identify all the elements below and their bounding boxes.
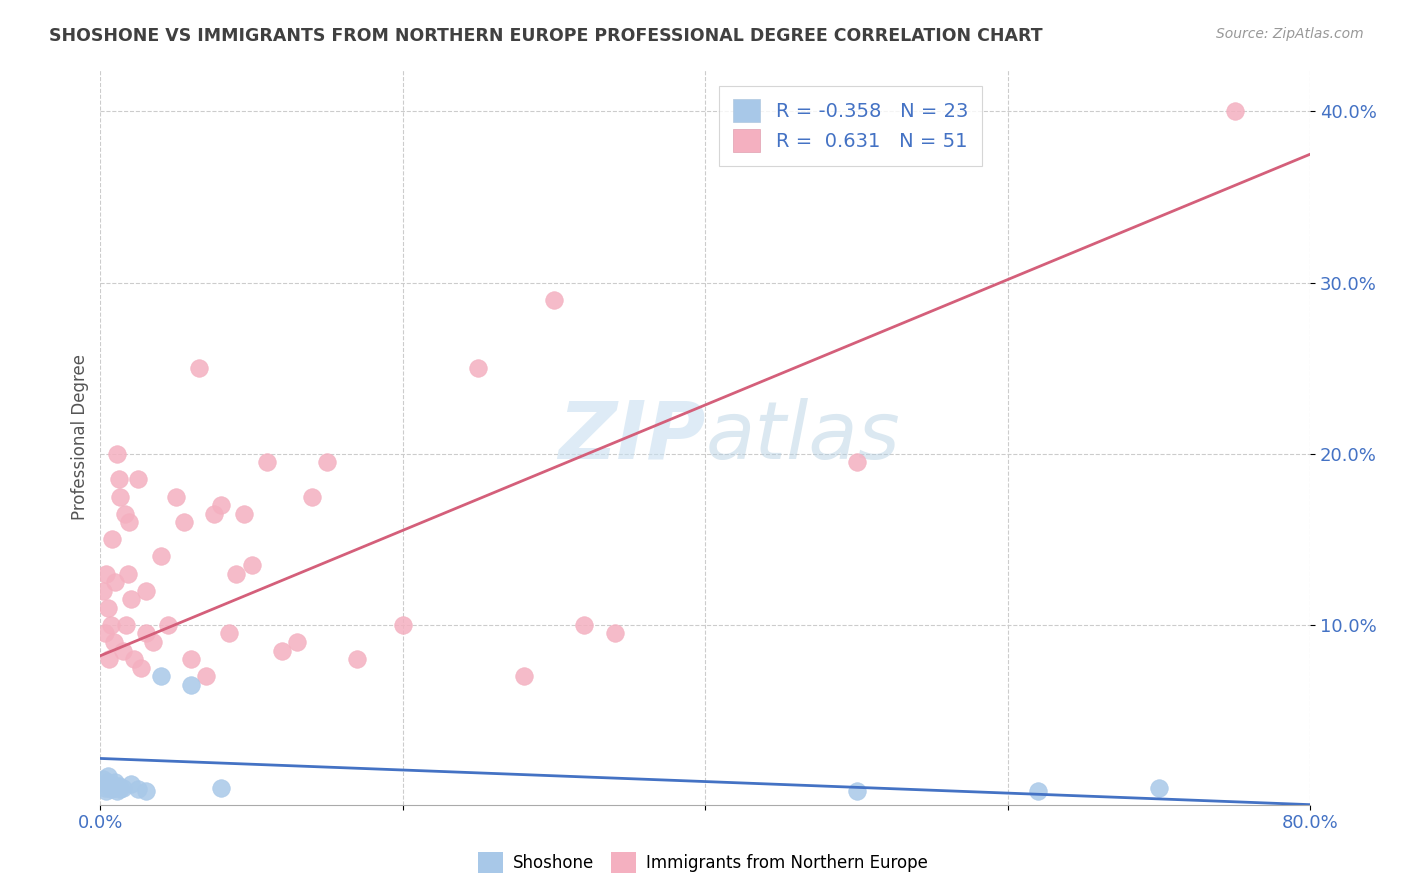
Point [117, 566, 139, 581]
Point [96, 566, 118, 581]
Point [256, 455, 278, 469]
Point [187, 361, 209, 376]
Point [96, 784, 118, 798]
Point [94, 626, 117, 640]
Point [120, 777, 142, 791]
Point [108, 782, 131, 797]
Point [180, 678, 202, 692]
Point [316, 455, 339, 469]
Point [135, 784, 157, 798]
Point [98, 652, 121, 666]
Point [574, 618, 596, 632]
Text: atlas: atlas [706, 398, 900, 475]
Point [513, 669, 536, 683]
Point [149, 669, 172, 683]
Point [142, 635, 165, 649]
Point [105, 784, 128, 798]
Point [173, 515, 195, 529]
Point [1223, 104, 1246, 119]
Text: SHOSHONE VS IMMIGRANTS FROM NORTHERN EUROPE PROFESSIONAL DEGREE CORRELATION CHAR: SHOSHONE VS IMMIGRANTS FROM NORTHERN EUR… [49, 27, 1043, 45]
Point [101, 533, 124, 547]
Point [94, 780, 117, 795]
Point [103, 635, 125, 649]
Point [107, 472, 129, 486]
Point [100, 618, 122, 632]
Point [467, 361, 489, 376]
Point [165, 490, 187, 504]
Point [603, 626, 626, 640]
Point [112, 643, 135, 657]
Point [195, 669, 218, 683]
Point [157, 618, 180, 632]
Point [218, 626, 240, 640]
Y-axis label: Professional Degree: Professional Degree [72, 353, 89, 520]
Point [97, 775, 120, 789]
Text: Source: ZipAtlas.com: Source: ZipAtlas.com [1216, 27, 1364, 41]
Point [270, 643, 292, 657]
Point [127, 472, 149, 486]
Point [97, 768, 120, 782]
Point [127, 782, 149, 797]
Point [1147, 780, 1170, 795]
Point [112, 780, 135, 795]
Point [108, 490, 131, 504]
Point [129, 661, 152, 675]
Point [101, 777, 124, 791]
Point [114, 507, 136, 521]
Point [209, 780, 232, 795]
Point [105, 447, 128, 461]
Point [118, 515, 141, 529]
Point [285, 635, 308, 649]
Point [202, 507, 225, 521]
Point [100, 782, 122, 797]
Point [115, 618, 138, 632]
Point [180, 652, 202, 666]
Point [845, 455, 868, 469]
Point [104, 575, 127, 590]
Point [93, 772, 115, 786]
Point [93, 583, 115, 598]
Point [104, 775, 127, 789]
Point [97, 600, 120, 615]
Point [225, 566, 247, 581]
Point [122, 652, 145, 666]
Point [233, 507, 256, 521]
Legend: Shoshone, Immigrants from Northern Europe: Shoshone, Immigrants from Northern Europ… [471, 846, 935, 880]
Point [135, 583, 157, 598]
Point [103, 780, 125, 795]
Point [392, 618, 415, 632]
Point [1026, 784, 1049, 798]
Point [845, 784, 868, 798]
Text: ZIP: ZIP [558, 398, 706, 475]
Point [301, 490, 323, 504]
Point [346, 652, 368, 666]
Legend: R = -0.358   N = 23, R =  0.631   N = 51: R = -0.358 N = 23, R = 0.631 N = 51 [720, 86, 981, 166]
Point [240, 558, 263, 572]
Point [98, 779, 121, 793]
Point [135, 626, 157, 640]
Point [120, 592, 142, 607]
Point [149, 549, 172, 564]
Point [107, 779, 129, 793]
Point [543, 293, 565, 307]
Point [209, 498, 232, 512]
